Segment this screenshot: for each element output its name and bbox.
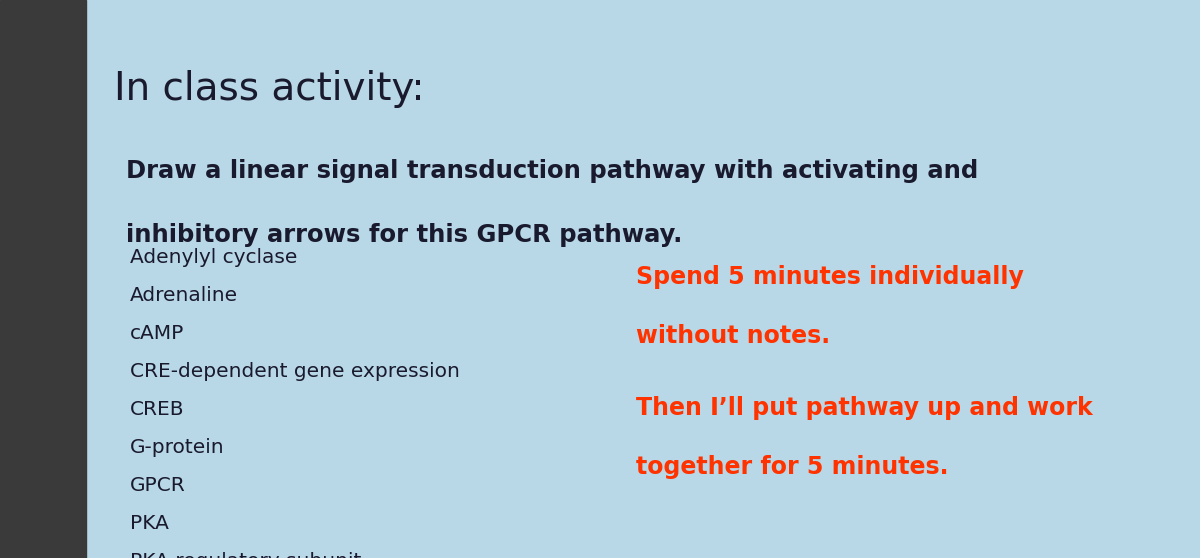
Text: PKA: PKA (130, 514, 168, 533)
Text: cAMP: cAMP (130, 324, 184, 343)
Text: GPCR: GPCR (130, 476, 185, 495)
Text: PKA regulatory subunit: PKA regulatory subunit (130, 552, 361, 558)
Text: Draw a linear signal transduction pathway with activating and: Draw a linear signal transduction pathwa… (126, 159, 978, 183)
Text: CREB: CREB (130, 400, 184, 419)
Text: together for 5 minutes.: together for 5 minutes. (636, 455, 948, 479)
Text: G-protein: G-protein (130, 438, 224, 457)
Text: Adrenaline: Adrenaline (130, 286, 238, 305)
Text: CRE-dependent gene expression: CRE-dependent gene expression (130, 362, 460, 381)
Bar (0, 0, 86, 558)
Text: Then I’ll put pathway up and work: Then I’ll put pathway up and work (636, 396, 1093, 420)
Text: inhibitory arrows for this GPCR pathway.: inhibitory arrows for this GPCR pathway. (126, 223, 683, 247)
Text: Spend 5 minutes individually: Spend 5 minutes individually (636, 265, 1024, 289)
Text: Adenylyl cyclase: Adenylyl cyclase (130, 248, 296, 267)
Text: without notes.: without notes. (636, 324, 830, 348)
Text: In class activity:: In class activity: (114, 70, 425, 108)
